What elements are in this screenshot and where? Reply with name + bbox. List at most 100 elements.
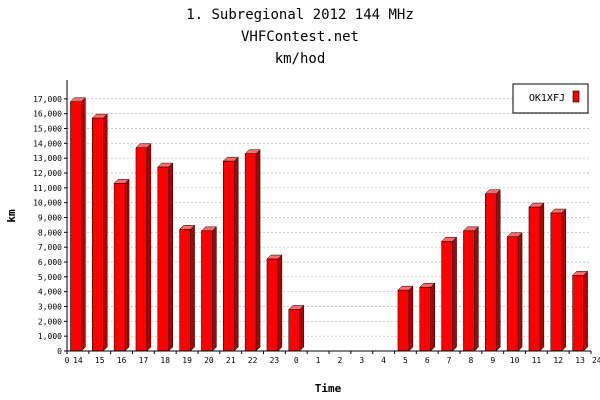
y-tick-label-1: 1,000 [38,332,62,341]
x-tick-label-4: 4 [381,356,386,365]
x-tick-label-2: 2 [338,356,343,365]
bar-face-17 [135,147,148,352]
chart-title-line-2: VHFContest.net [241,29,359,45]
bar-10 [506,232,523,352]
bar-16 [113,178,130,352]
x-edge-label-end: 24 [592,356,600,365]
x-tick-label-14: 14 [73,356,83,365]
x-tick-label-8: 8 [469,356,474,365]
bar-side-10 [517,232,523,352]
x-axis-label: Time [315,382,342,395]
x-tick-label-9: 9 [490,356,495,365]
x-tick-label-10: 10 [510,356,520,365]
x-tick-label-12: 12 [553,356,563,365]
grid [67,98,591,337]
y-tick-label-13: 13,000 [33,154,62,163]
x-tick-labels: 14 15 16 17 18 19 20 21 22 23 0 1 2 3 4 5 6 7 8 9 10 11 12 130 2… [65,351,600,365]
x-tick-label-23: 23 [270,356,280,365]
bar-12 [550,208,567,352]
bar-22 [244,149,261,352]
bar-face-10 [506,236,519,352]
x-tick-label-13: 13 [575,356,585,365]
bar-8 [462,226,479,352]
chart-title-line-1: 1. Subregional 2012 144 MHz [186,7,414,23]
bar-15 [91,113,108,352]
bar-7 [441,236,458,352]
bar-side-22 [255,149,261,352]
y-tick-label-14: 14,000 [33,139,62,148]
bar-side-0 [299,304,304,352]
chart-title-line-3: km/hod [275,51,326,67]
bar-23 [266,254,283,352]
y-tick-label-17: 17,000 [33,95,62,104]
bar-side-14 [81,97,86,352]
legend-swatch [572,90,580,103]
y-tick-label-15: 15,000 [33,125,62,134]
bar-face-13 [572,275,584,352]
x-tick-label-18: 18 [160,356,170,365]
y-tick-label-12: 12,000 [33,169,62,178]
y-tick-label-0: 0 [57,347,62,356]
x-tick-label-5: 5 [403,356,408,365]
x-tick-label-6: 6 [425,356,430,365]
bar-0 [288,304,305,352]
bar-18 [157,162,174,352]
y-tick-label-9: 9,000 [38,214,62,223]
bar-13 [572,270,589,352]
bar-9 [484,189,501,352]
bar-side-15 [102,113,108,352]
bar-side-6 [430,282,435,352]
y-tick-label-5: 5,000 [38,273,62,282]
x-tick-label-1: 1 [316,356,321,365]
x-tick-label-16: 16 [117,356,127,365]
bar-face-14 [70,101,82,352]
bar-21 [222,156,239,352]
x-tick-label-7: 7 [447,356,452,365]
bars [69,97,589,352]
legend: OK1XFJ [512,83,589,114]
bar-side-21 [233,156,239,352]
bar-face-21 [223,160,235,352]
bar-face-19 [179,229,191,352]
x-tick-label-15: 15 [95,356,105,365]
bar-face-15 [92,117,104,352]
y-tick-label-4: 4,000 [38,288,62,297]
x-tick-label-0: 0 [294,356,299,365]
y-tick-label-2: 2,000 [38,317,62,326]
y-tick-labels: 0 1,000 2,000 3,000 4,000 5,000 6,000 7,000 8,00… [33,95,67,356]
x-tick-label-3: 3 [359,356,364,365]
x-tick-label-19: 19 [182,356,192,365]
x-tick-label-22: 22 [248,356,258,365]
bar-17 [135,143,152,352]
bar-face-6 [419,286,431,352]
bar-face-9 [485,193,497,352]
y-tick-label-6: 6,000 [38,258,62,267]
x-tick-label-17: 17 [139,356,149,365]
bar-side-19 [190,224,195,352]
x-edge-label-start: 0 [65,356,70,365]
legend-label: OK1XFJ [529,93,565,104]
bar-face-5 [397,289,410,352]
bar-face-7 [441,240,453,352]
y-tick-label-11: 11,000 [33,184,62,193]
bar-face-0 [288,309,300,352]
bar-face-23 [266,258,279,352]
bar-side-11 [539,202,545,352]
bar-face-20 [201,230,213,352]
y-tick-label-16: 16,000 [33,110,62,119]
y-axis-label: km [5,209,18,223]
bar-side-17 [146,143,152,352]
bar-side-8 [474,226,479,352]
bar-side-20 [212,226,217,352]
y-tick-label-3: 3,000 [38,303,62,312]
bar-side-16 [124,178,130,352]
bar-face-22 [244,153,257,352]
bar-11 [528,202,545,352]
bar-side-18 [168,162,173,352]
x-tick-label-21: 21 [226,356,236,365]
bar-side-7 [452,236,457,352]
bar-side-12 [561,208,566,352]
bar-face-8 [463,230,475,352]
y-tick-label-10: 10,000 [33,199,62,208]
